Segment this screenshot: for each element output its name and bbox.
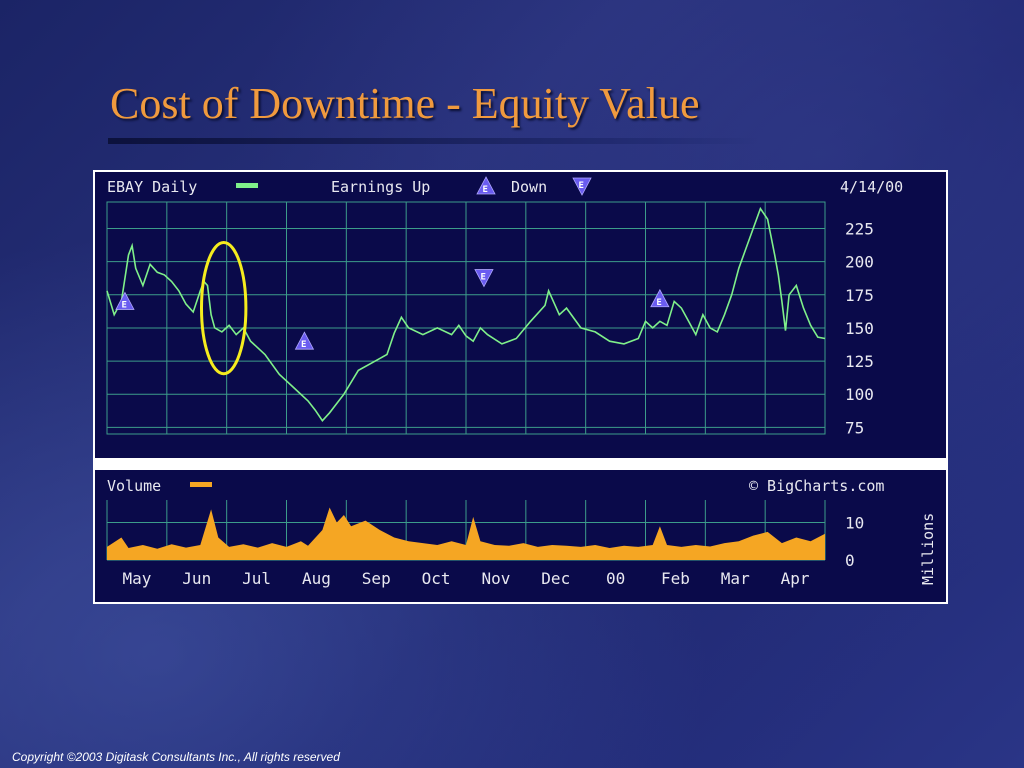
x-tick-label: Oct (422, 569, 451, 588)
stock-chart-panel: EBAY Daily Earnings Up E Down E 4/14/00 … (93, 170, 948, 604)
volume-legend-swatch (190, 482, 212, 487)
svg-text:E: E (656, 298, 661, 308)
slide-title: Cost of Downtime - Equity Value (110, 79, 700, 128)
price-y-axis: 225 200 175 150 125 100 75 (845, 220, 874, 438)
x-tick-label: Apr (781, 569, 810, 588)
svg-text:E: E (483, 185, 488, 195)
legend-up-marker: E (476, 176, 496, 195)
x-tick-label: Mar (721, 569, 750, 588)
x-tick-label: May (122, 569, 151, 588)
volume-series-area (107, 507, 825, 560)
price-y-tick-label: 75 (845, 418, 864, 437)
volume-label: Volume (107, 477, 161, 495)
x-tick-label: Jun (182, 569, 211, 588)
earnings-up-label: Earnings Up (331, 178, 430, 196)
price-y-tick-label: 100 (845, 385, 874, 404)
x-tick-label: 00 (606, 569, 625, 588)
price-y-tick-label: 200 (845, 253, 874, 272)
earnings-up-marker: E (294, 331, 315, 350)
volume-y-tick-label: 0 (845, 551, 855, 570)
earnings-down-label: Down (511, 178, 547, 196)
x-axis-month-labels: May Jun Jul Aug Sep Oct Nov Dec 00 Feb Mar Apr (122, 569, 809, 588)
copyright-footer: Copyright ©2003 Digitask Consultants Inc… (12, 750, 340, 764)
price-y-tick-label: 225 (845, 220, 874, 239)
price-y-tick-label: 125 (845, 352, 874, 371)
svg-text:E: E (579, 181, 584, 191)
volume-panel-background (95, 470, 946, 602)
source-credit: © BigCharts.com (749, 477, 884, 495)
x-tick-label: Sep (362, 569, 391, 588)
svg-text:E: E (480, 273, 485, 283)
title-underline (108, 138, 758, 144)
x-tick-label: Nov (481, 569, 510, 588)
x-tick-label: Feb (661, 569, 690, 588)
highlight-circle (200, 240, 248, 376)
svg-text:E: E (301, 340, 306, 350)
price-legend-swatch (236, 183, 258, 188)
earnings-markers: E E E E (115, 269, 670, 350)
volume-y-axis: 10 0 (845, 514, 864, 571)
ticker-label: EBAY Daily (107, 178, 197, 196)
price-y-tick-label: 150 (845, 319, 874, 338)
x-tick-label: Aug (302, 569, 331, 588)
price-panel-background (95, 172, 946, 458)
price-plot-border (106, 201, 826, 435)
earnings-up-icon: E (476, 176, 496, 195)
earnings-down-marker: E (474, 269, 494, 288)
svg-text:E: E (121, 300, 126, 310)
earnings-up-marker: E (115, 291, 135, 310)
ebay-stock-chart: EBAY Daily Earnings Up E Down E 4/14/00 … (95, 172, 946, 602)
x-tick-label: Dec (541, 569, 570, 588)
earnings-up-marker: E (650, 288, 670, 308)
earnings-down-icon: E (572, 177, 592, 196)
volume-unit-label: Millions (919, 513, 937, 585)
x-tick-label: Jul (242, 569, 271, 588)
volume-y-tick-label: 10 (845, 514, 864, 533)
chart-date: 4/14/00 (840, 178, 903, 196)
legend-down-marker: E (572, 177, 592, 196)
price-y-tick-label: 175 (845, 286, 874, 305)
